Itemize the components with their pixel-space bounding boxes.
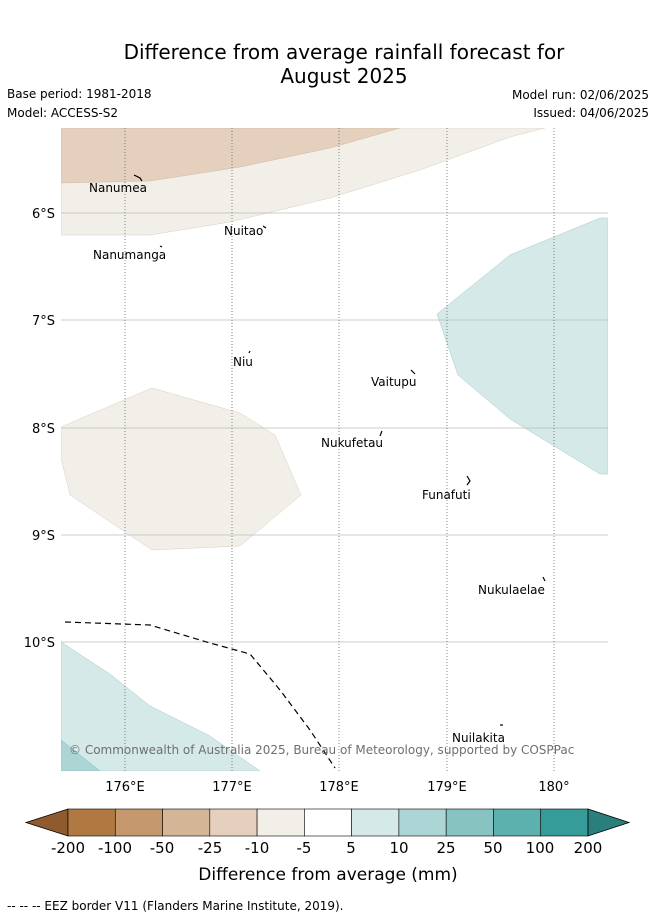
cb-tick-label: 10	[389, 839, 408, 857]
lat-label-10s: 10°S	[24, 636, 55, 651]
colorbar-title: Difference from average (mm)	[198, 865, 457, 885]
colorbar-extend-high	[587, 808, 631, 837]
wet-patch-east	[436, 217, 608, 475]
colorbar-swatch	[256, 808, 305, 837]
colorbar-swatch	[351, 808, 400, 837]
lat-gridlines	[61, 212, 608, 643]
lon-label-177e: 177°E	[212, 780, 252, 795]
place-nanumea: Nanumea	[89, 181, 147, 195]
place-nuilakita: Nuilakita	[452, 731, 505, 745]
cb-tick-label: -5	[297, 839, 312, 857]
place-labels: Nanumea Nuitao Nanumanga Niu Vaitupu Nuk…	[89, 181, 545, 745]
lat-label-8s: 8°S	[32, 422, 55, 437]
dry-patch-center	[61, 387, 302, 551]
base-period: Base period: 1981-2018	[7, 87, 152, 101]
colorbar-swatch	[304, 808, 352, 837]
title-line-1: Difference from average rainfall forecas…	[123, 40, 565, 64]
cb-tick-label: -200	[51, 839, 85, 857]
place-nukulaelae: Nukulaelae	[478, 583, 545, 597]
cb-tick-label: -100	[98, 839, 132, 857]
cb-tick-label: 50	[483, 839, 502, 857]
colorbar-extend-low	[24, 808, 69, 837]
colorbar-swatch	[162, 808, 211, 837]
lon-gridlines	[124, 128, 555, 771]
lon-label-178e: 178°E	[319, 780, 359, 795]
map-title: Difference from average rainfall forecas…	[0, 40, 655, 88]
eez-legend: -- -- -- EEZ border V11 (Flanders Marine…	[7, 899, 344, 913]
colorbar-swatch	[114, 808, 163, 837]
lon-label-176e: 176°E	[105, 780, 145, 795]
cb-tick-label: -50	[150, 839, 175, 857]
colorbar-swatch	[493, 808, 542, 837]
cb-tick-label: 100	[526, 839, 555, 857]
lat-label-6s: 6°S	[32, 207, 55, 222]
place-niu: Niu	[233, 355, 253, 369]
cb-tick-label: 200	[574, 839, 603, 857]
colorbar	[24, 808, 631, 837]
model-run: Model run: 02/06/2025	[511, 88, 649, 102]
copyright-notice: © Commonwealth of Australia 2025, Bureau…	[69, 743, 574, 757]
cb-tick-label: 25	[436, 839, 455, 857]
colorbar-swatch	[67, 808, 116, 837]
place-nukufetau: Nukufetau	[321, 436, 383, 450]
wet-patch-corner	[61, 739, 101, 771]
place-funafuti: Funafuti	[422, 488, 471, 502]
lat-labels: 6°S 7°S 8°S 9°S 10°S	[24, 207, 55, 651]
place-nanumanga: Nanumanga	[93, 248, 166, 262]
colorbar-swatch	[445, 808, 494, 837]
cb-tick-label: -25	[198, 839, 223, 857]
place-vaitupu: Vaitupu	[371, 375, 417, 389]
issued-date: Issued: 04/06/2025	[533, 106, 649, 120]
colorbar-tick-labels: -200 -100 -50 -25 -10 -5 5 10 25 50 100 …	[51, 839, 602, 857]
cb-tick-label: 5	[346, 839, 356, 857]
map-area	[61, 128, 608, 771]
lon-label-180: 180°	[538, 780, 569, 795]
colorbar-swatch	[540, 808, 589, 837]
place-nuitao: Nuitao	[224, 224, 263, 238]
model-name: Model: ACCESS-S2	[7, 106, 119, 120]
colorbar-swatch	[209, 808, 258, 837]
island-marks	[133, 174, 546, 726]
title-line-2: August 2025	[280, 64, 408, 88]
lat-label-9s: 9°S	[32, 529, 55, 544]
dry-band-dark	[61, 128, 401, 184]
wet-patch-southwest	[61, 641, 261, 771]
lon-labels: 176°E 177°E 178°E 179°E 180°	[105, 780, 569, 795]
colorbar-swatch	[398, 808, 447, 837]
cb-tick-label: -10	[245, 839, 270, 857]
eez-border	[64, 621, 336, 769]
lat-label-7s: 7°S	[32, 314, 55, 329]
lon-label-179e: 179°E	[427, 780, 467, 795]
